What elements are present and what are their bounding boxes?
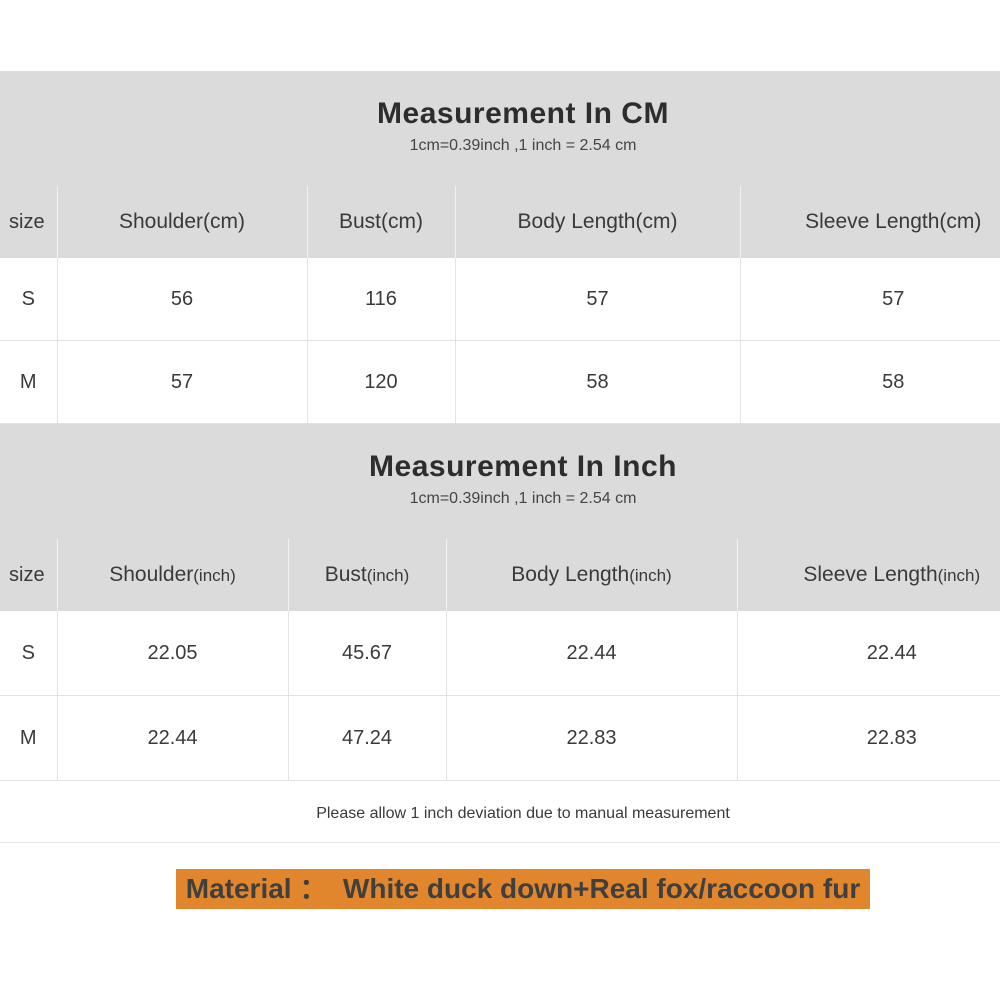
value-cell: 47.24 [288,695,447,781]
cm-header-size: size [0,186,58,258]
value-cell: 56 [57,258,308,341]
value-cell: 120 [307,340,456,424]
divider-line [0,842,1000,843]
value-cell: 57 [740,258,1000,341]
value-cell: 57 [455,258,741,341]
deviation-note: Please allow 1 inch deviation due to man… [316,805,730,822]
cm-header-sleeve-length: Sleeve Length(cm) [805,210,982,233]
inch-section: Measurement In Inch 1cm=0.39inch ,1 inch… [0,424,1000,781]
inch-header-size: size [0,539,58,611]
page-inner: Measurement In CM 1cm=0.39inch ,1 inch =… [0,0,1000,909]
cm-section: Measurement In CM 1cm=0.39inch ,1 inch =… [0,71,1000,424]
cm-section-subtitle: 1cm=0.39inch ,1 inch = 2.54 cm [409,137,637,154]
cm-table: size Shoulder(cm) Bust(cm) Body Length(c… [0,186,1000,424]
cm-section-title: Measurement In CM [377,97,669,130]
size-cell: S [0,258,58,341]
cm-header-row: size Shoulder(cm) Bust(cm) Body Length(c… [0,186,1000,258]
material-row: Material ： White duck down+Real fox/racc… [0,869,1000,909]
top-spacer [0,0,1000,71]
cm-row-s: S 56 116 57 57 [0,258,1000,341]
inch-row-s: S 22.05 45.67 22.44 22.44 [0,611,1000,696]
cm-header-body-length: Body Length(cm) [455,186,741,258]
size-cell: M [0,340,58,424]
value-cell: 58 [455,340,741,424]
value-cell: 116 [307,258,456,341]
cm-header-bust: Bust(cm) [307,186,456,258]
size-cell: S [0,611,58,696]
inch-header-sleeve-length: Sleeve Length(inch) [803,563,981,586]
inch-header-body-length: Body Length(inch) [446,539,738,611]
inch-header-shoulder: Shoulder(inch) [57,539,289,611]
value-cell: 22.44 [57,695,289,781]
inch-header-row: size Shoulder(inch) Bust(inch) Body Leng… [0,539,1000,611]
inch-section-subtitle: 1cm=0.39inch ,1 inch = 2.54 cm [409,490,637,507]
inch-section-title: Measurement In Inch [369,450,677,483]
inch-row-m: M 22.44 47.24 22.83 22.83 [0,695,1000,781]
value-cell: 22.05 [57,611,289,696]
value-cell: 22.44 [446,611,738,696]
value-cell: 22.44 [737,611,1000,696]
size-cell: M [0,695,58,781]
value-cell: 22.83 [446,695,738,781]
cm-header-shoulder: Shoulder(cm) [57,186,308,258]
cm-row-m: M 57 120 58 58 [0,340,1000,424]
inch-table: size Shoulder(inch) Bust(inch) Body Leng… [0,539,1000,781]
value-cell: 45.67 [288,611,447,696]
value-cell: 22.83 [737,695,1000,781]
inch-header-bust: Bust(inch) [288,539,447,611]
material-highlight: Material ： White duck down+Real fox/racc… [175,869,871,909]
value-cell: 57 [57,340,308,424]
value-cell: 58 [740,340,1000,424]
